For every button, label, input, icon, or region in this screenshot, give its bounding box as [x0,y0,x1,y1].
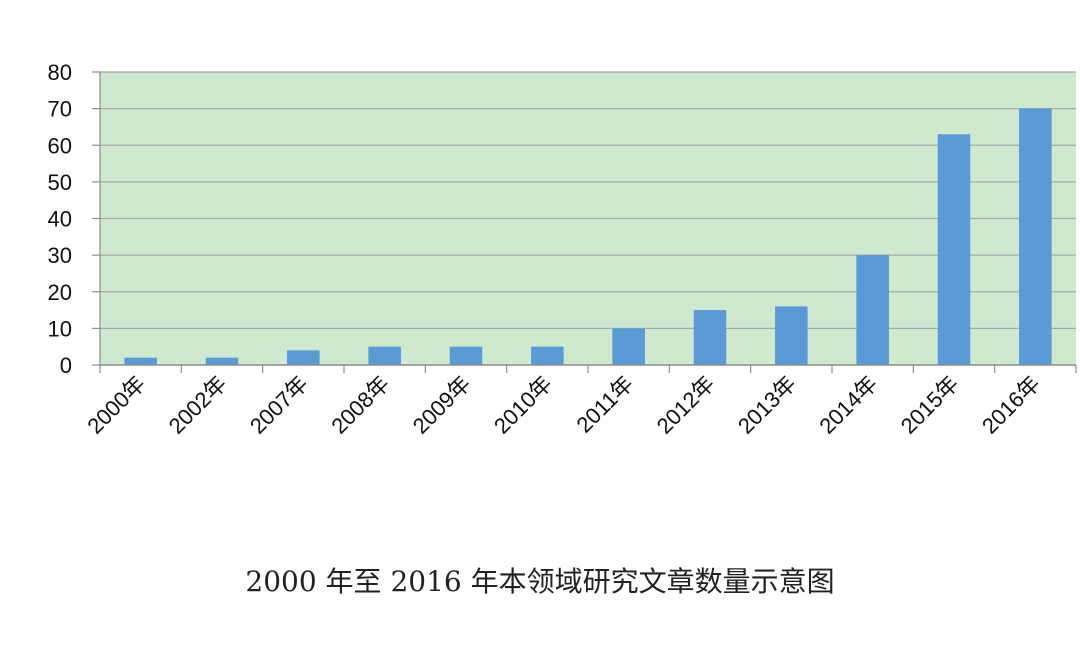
y-tick-label: 60 [48,133,72,158]
x-tick-label: 2011年 [572,371,639,438]
bar [775,306,808,365]
bar [612,328,645,365]
y-axis-ticks: 0 10 20 30 40 50 60 70 80 [48,60,101,378]
bar [531,346,564,365]
x-tick-label: 2008年 [326,371,394,439]
bar [856,255,889,365]
x-tick-label: 2012年 [652,371,720,439]
y-tick-label: 80 [48,60,72,85]
bar [449,346,483,365]
y-tick-label: 30 [48,243,72,268]
y-tick-label: 20 [48,280,72,305]
x-tick-label: 2010年 [489,371,557,439]
y-tick-label: 70 [48,97,72,122]
x-axis-ticks: 2000年 2002年 2007年 2008年 2009年 2010年 2011年 2012年… [82,365,1077,439]
bar [368,346,401,365]
bar [693,310,727,365]
x-tick-label: 2013年 [733,371,801,439]
bar [937,134,971,365]
bar [205,357,239,365]
bar [287,350,320,365]
y-tick-label: 50 [48,170,72,195]
x-tick-label: 2000年 [82,371,150,439]
y-tick-label: 10 [48,316,72,341]
x-tick-label: 2007年 [245,371,313,439]
bar [1019,108,1052,365]
bars [124,108,1052,365]
chart-title: 2000 年至 2016 年本领域研究文章数量示意图 [245,565,835,598]
x-tick-label: 2015年 [896,371,964,439]
y-tick-label: 0 [60,353,72,378]
y-tick-label: 40 [48,207,72,232]
x-tick-label: 2002年 [164,371,232,439]
x-tick-label: 2016年 [977,371,1045,439]
gridlines [100,71,1076,329]
bar [124,357,157,365]
x-tick-label: 2014年 [814,371,882,439]
x-tick-label: 2009年 [408,371,476,439]
